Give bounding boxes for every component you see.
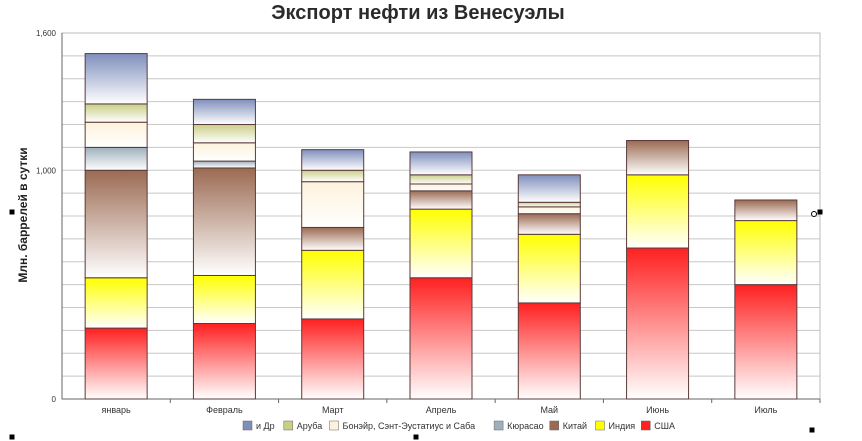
bar-segment-series-4 bbox=[409, 183, 473, 192]
y-tick-label: 1,600 bbox=[36, 29, 57, 38]
bar-segment-series-5 bbox=[301, 169, 365, 183]
bar-stack bbox=[517, 174, 581, 400]
legend-label: Китай bbox=[563, 421, 587, 431]
x-tick-labels: январь Февраль Март Апрель Май Июнь Июль bbox=[102, 399, 821, 415]
bar-stack bbox=[409, 151, 473, 400]
bar-stack bbox=[192, 98, 256, 400]
bar-segment-series-0 bbox=[734, 284, 798, 400]
resize-handle[interactable] bbox=[817, 209, 823, 215]
bar-segment-series-6 bbox=[84, 53, 148, 105]
legend-label: Аруба bbox=[297, 421, 322, 431]
rotate-handle[interactable] bbox=[811, 211, 817, 217]
legend: и Др Аруба Бонэйр, Сэнт-Эустатиус и Саба Кю… bbox=[242, 420, 675, 431]
bar-segment-series-6 bbox=[301, 149, 365, 171]
bar-segment-series-2 bbox=[192, 167, 256, 276]
x-tick-label: Февраль bbox=[206, 405, 243, 415]
bar-segment-series-1 bbox=[192, 274, 256, 325]
x-tick-label: Март bbox=[322, 405, 344, 415]
bar-segment-series-0 bbox=[517, 302, 581, 400]
bar-segment-series-0 bbox=[84, 327, 148, 400]
legend-swatch bbox=[242, 420, 253, 431]
legend-label: и Др bbox=[256, 421, 275, 431]
grid-layer bbox=[61, 32, 821, 400]
bar-segment-series-5 bbox=[409, 174, 473, 185]
bar-segment-series-4 bbox=[517, 206, 581, 215]
bar-segment-series-5 bbox=[517, 201, 581, 208]
bar-segment-series-2 bbox=[409, 190, 473, 210]
bar-stack bbox=[626, 140, 690, 400]
bar-segment-series-4 bbox=[84, 121, 148, 148]
bar-segment-series-6 bbox=[517, 174, 581, 203]
bar-segment-series-6 bbox=[409, 151, 473, 176]
chart-title: Экспорт нефти из Венесуэлы bbox=[271, 2, 564, 24]
bar-segment-series-6 bbox=[192, 98, 256, 126]
bar-segment-series-1 bbox=[517, 233, 581, 304]
bar-segment-series-2 bbox=[626, 140, 690, 176]
y-tick-labels: 0 1,000 1,600 bbox=[36, 29, 57, 404]
bar-segment-series-0 bbox=[409, 277, 473, 400]
bar-segment-series-0 bbox=[301, 318, 365, 400]
bar-segment-series-0 bbox=[626, 247, 690, 400]
legend-swatch bbox=[641, 420, 651, 431]
legend-swatch bbox=[283, 420, 294, 431]
bar-segment-series-1 bbox=[626, 174, 690, 249]
x-tick-label: Июль bbox=[754, 405, 777, 415]
bar-segment-series-2 bbox=[301, 226, 365, 251]
y-axis-label: Млн. баррелей в сутки bbox=[16, 147, 30, 282]
bar-stack bbox=[301, 149, 365, 400]
bar-stack bbox=[734, 199, 798, 400]
resize-handle[interactable] bbox=[809, 427, 815, 433]
resize-handle[interactable] bbox=[9, 209, 15, 215]
legend-label: Кюрасао bbox=[507, 421, 544, 431]
resize-handle[interactable] bbox=[413, 434, 419, 440]
bar-segment-series-1 bbox=[84, 277, 148, 329]
bar-segment-series-2 bbox=[734, 199, 798, 222]
y-tick-label: 0 bbox=[52, 395, 57, 404]
legend-swatch bbox=[595, 420, 605, 431]
selection-handles bbox=[9, 209, 823, 440]
bar-segment-series-3 bbox=[84, 146, 148, 171]
resize-handle[interactable] bbox=[9, 434, 15, 440]
bar-segment-series-5 bbox=[192, 124, 256, 144]
bar-segment-series-1 bbox=[409, 208, 473, 279]
bar-stack bbox=[84, 53, 148, 400]
bar-segment-series-4 bbox=[301, 181, 365, 228]
bars-layer bbox=[84, 53, 798, 400]
legend-swatch bbox=[549, 420, 559, 431]
bar-segment-series-2 bbox=[84, 169, 148, 279]
bar-segment-series-1 bbox=[734, 220, 798, 286]
y-tick-label: 1,000 bbox=[36, 166, 57, 175]
legend-swatch bbox=[493, 420, 504, 431]
legend-label: Бонэйр, Сэнт-Эустатиус и Саба bbox=[343, 421, 476, 431]
legend-swatch bbox=[329, 420, 339, 431]
bar-segment-series-4 bbox=[192, 142, 256, 162]
legend-label: Индия bbox=[609, 421, 636, 431]
x-tick-label: Май bbox=[540, 405, 558, 415]
bar-segment-series-5 bbox=[84, 103, 148, 123]
x-tick-label: Июнь bbox=[646, 405, 669, 415]
bar-segment-series-2 bbox=[517, 213, 581, 235]
bar-segment-series-1 bbox=[301, 249, 365, 320]
x-tick-label: Апрель bbox=[426, 405, 457, 415]
bar-segment-series-0 bbox=[192, 323, 256, 400]
legend-label: США bbox=[654, 421, 675, 431]
x-tick-label: январь bbox=[102, 405, 132, 415]
bar-segment-series-3 bbox=[192, 160, 256, 169]
